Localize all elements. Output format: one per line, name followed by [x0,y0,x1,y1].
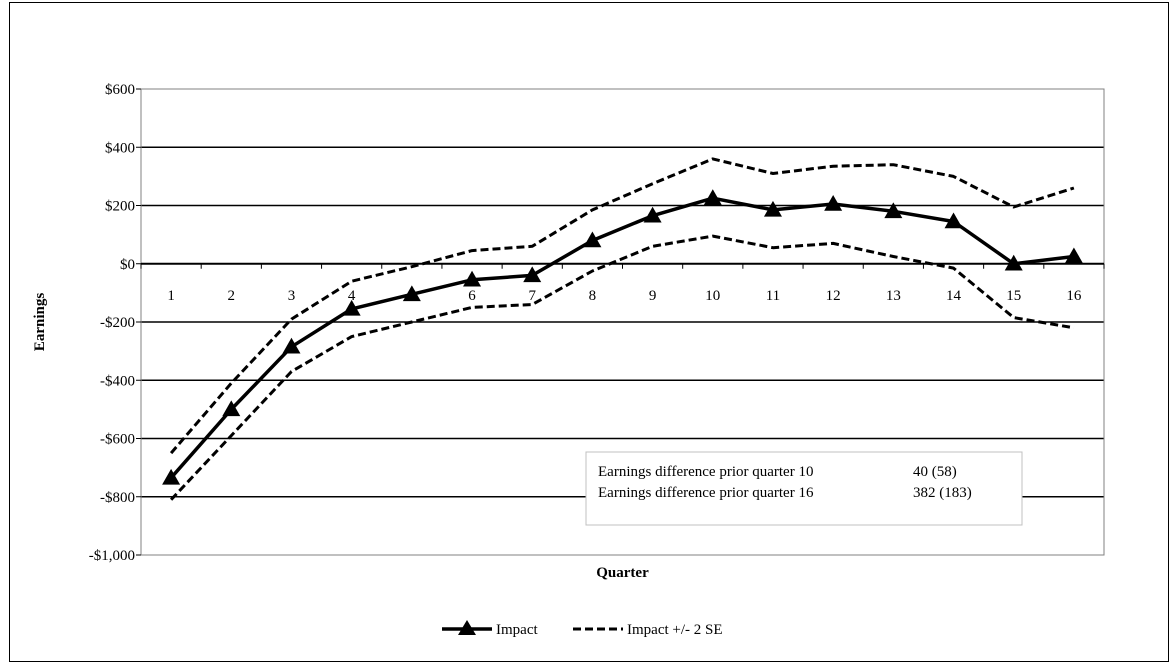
legend-triangle-marker [458,620,476,635]
impact-point-marker [884,202,903,219]
y-tick-labels: $600 $400 $200 $0 -$200 -$400 -$600 -$800 -$1,00… [89,82,141,564]
annotation-value-q10: 40 (58) [913,464,957,480]
impact-point-marker [463,270,482,287]
y-tick-label: $400 [105,140,135,156]
y-tick-label: -$200 [100,315,135,331]
impact-point-marker [1004,254,1023,271]
impact-point-marker [222,400,241,417]
impact-point-marker [763,200,782,217]
series-line-se-upper [169,157,1075,455]
x-tick-label: 10 [705,288,720,304]
impact-point-marker [162,468,181,485]
x-tick-label: 7 [528,288,536,304]
impact-point-marker [402,285,421,302]
impact-point-marker [824,195,843,211]
x-tick-label: 11 [766,288,780,304]
chart-frame [9,2,1169,662]
x-tick-label: 13 [886,288,901,304]
y-tick-label: -$600 [100,432,135,448]
y-tick-label: $600 [105,82,135,98]
impact-point-marker [282,337,301,354]
annotation-rect [585,451,1023,526]
annotation-box: Earnings difference prior quarter 10 40 … [585,451,1023,526]
x-axis-title: Quarter [596,565,649,581]
x-tick-labels: 12345678910111213141516 [167,288,1082,304]
annotation-label-q10: Earnings difference prior quarter 10 [598,464,813,480]
impact-point-marker [1064,247,1083,264]
impact-point-marker [944,212,963,229]
y-axis-title: Earnings [32,293,48,352]
x-tick-label: 12 [826,288,841,304]
legend-label-impact: Impact [496,622,538,638]
x-tick-label: 3 [288,288,296,304]
y-tick-label: $200 [105,199,135,215]
x-tick-label: 14 [946,288,962,304]
x-tick-label: 6 [468,288,476,304]
series-line-se-lower [170,234,1075,501]
impact-point-marker [342,299,361,316]
grid-lines [141,146,1104,498]
impact-point-marker [643,206,662,223]
y-tick-label: $0 [120,257,135,273]
annotation-value-q16: 382 (183) [913,485,972,501]
impact-point-marker [583,231,602,248]
x-tick-label: 9 [649,288,657,304]
y-tick-label: -$400 [100,373,135,389]
impact-point-marker [523,266,542,283]
x-tick-label: 15 [1006,288,1021,304]
y-tick-label: -$1,000 [89,548,135,564]
y-tick-label: -$800 [100,490,135,506]
x-tick-label: 4 [348,288,356,304]
zero-axis [140,262,1105,269]
series-layer [162,157,1083,501]
impact-point-marker [703,189,722,205]
annotation-label-q16: Earnings difference prior quarter 16 [598,485,814,501]
legend: Impact Impact +/- 2 SE [442,620,723,638]
x-tick-label: 16 [1066,288,1082,304]
series-line-impact [169,196,1075,479]
legend-item-impact: Impact [442,620,538,638]
legend-item-impact-se: Impact +/- 2 SE [573,622,723,638]
x-tick-label: 8 [589,288,597,304]
x-tick-label: 2 [228,288,236,304]
x-tick-label: 1 [167,288,175,304]
legend-label-impact-se: Impact +/- 2 SE [627,622,723,638]
